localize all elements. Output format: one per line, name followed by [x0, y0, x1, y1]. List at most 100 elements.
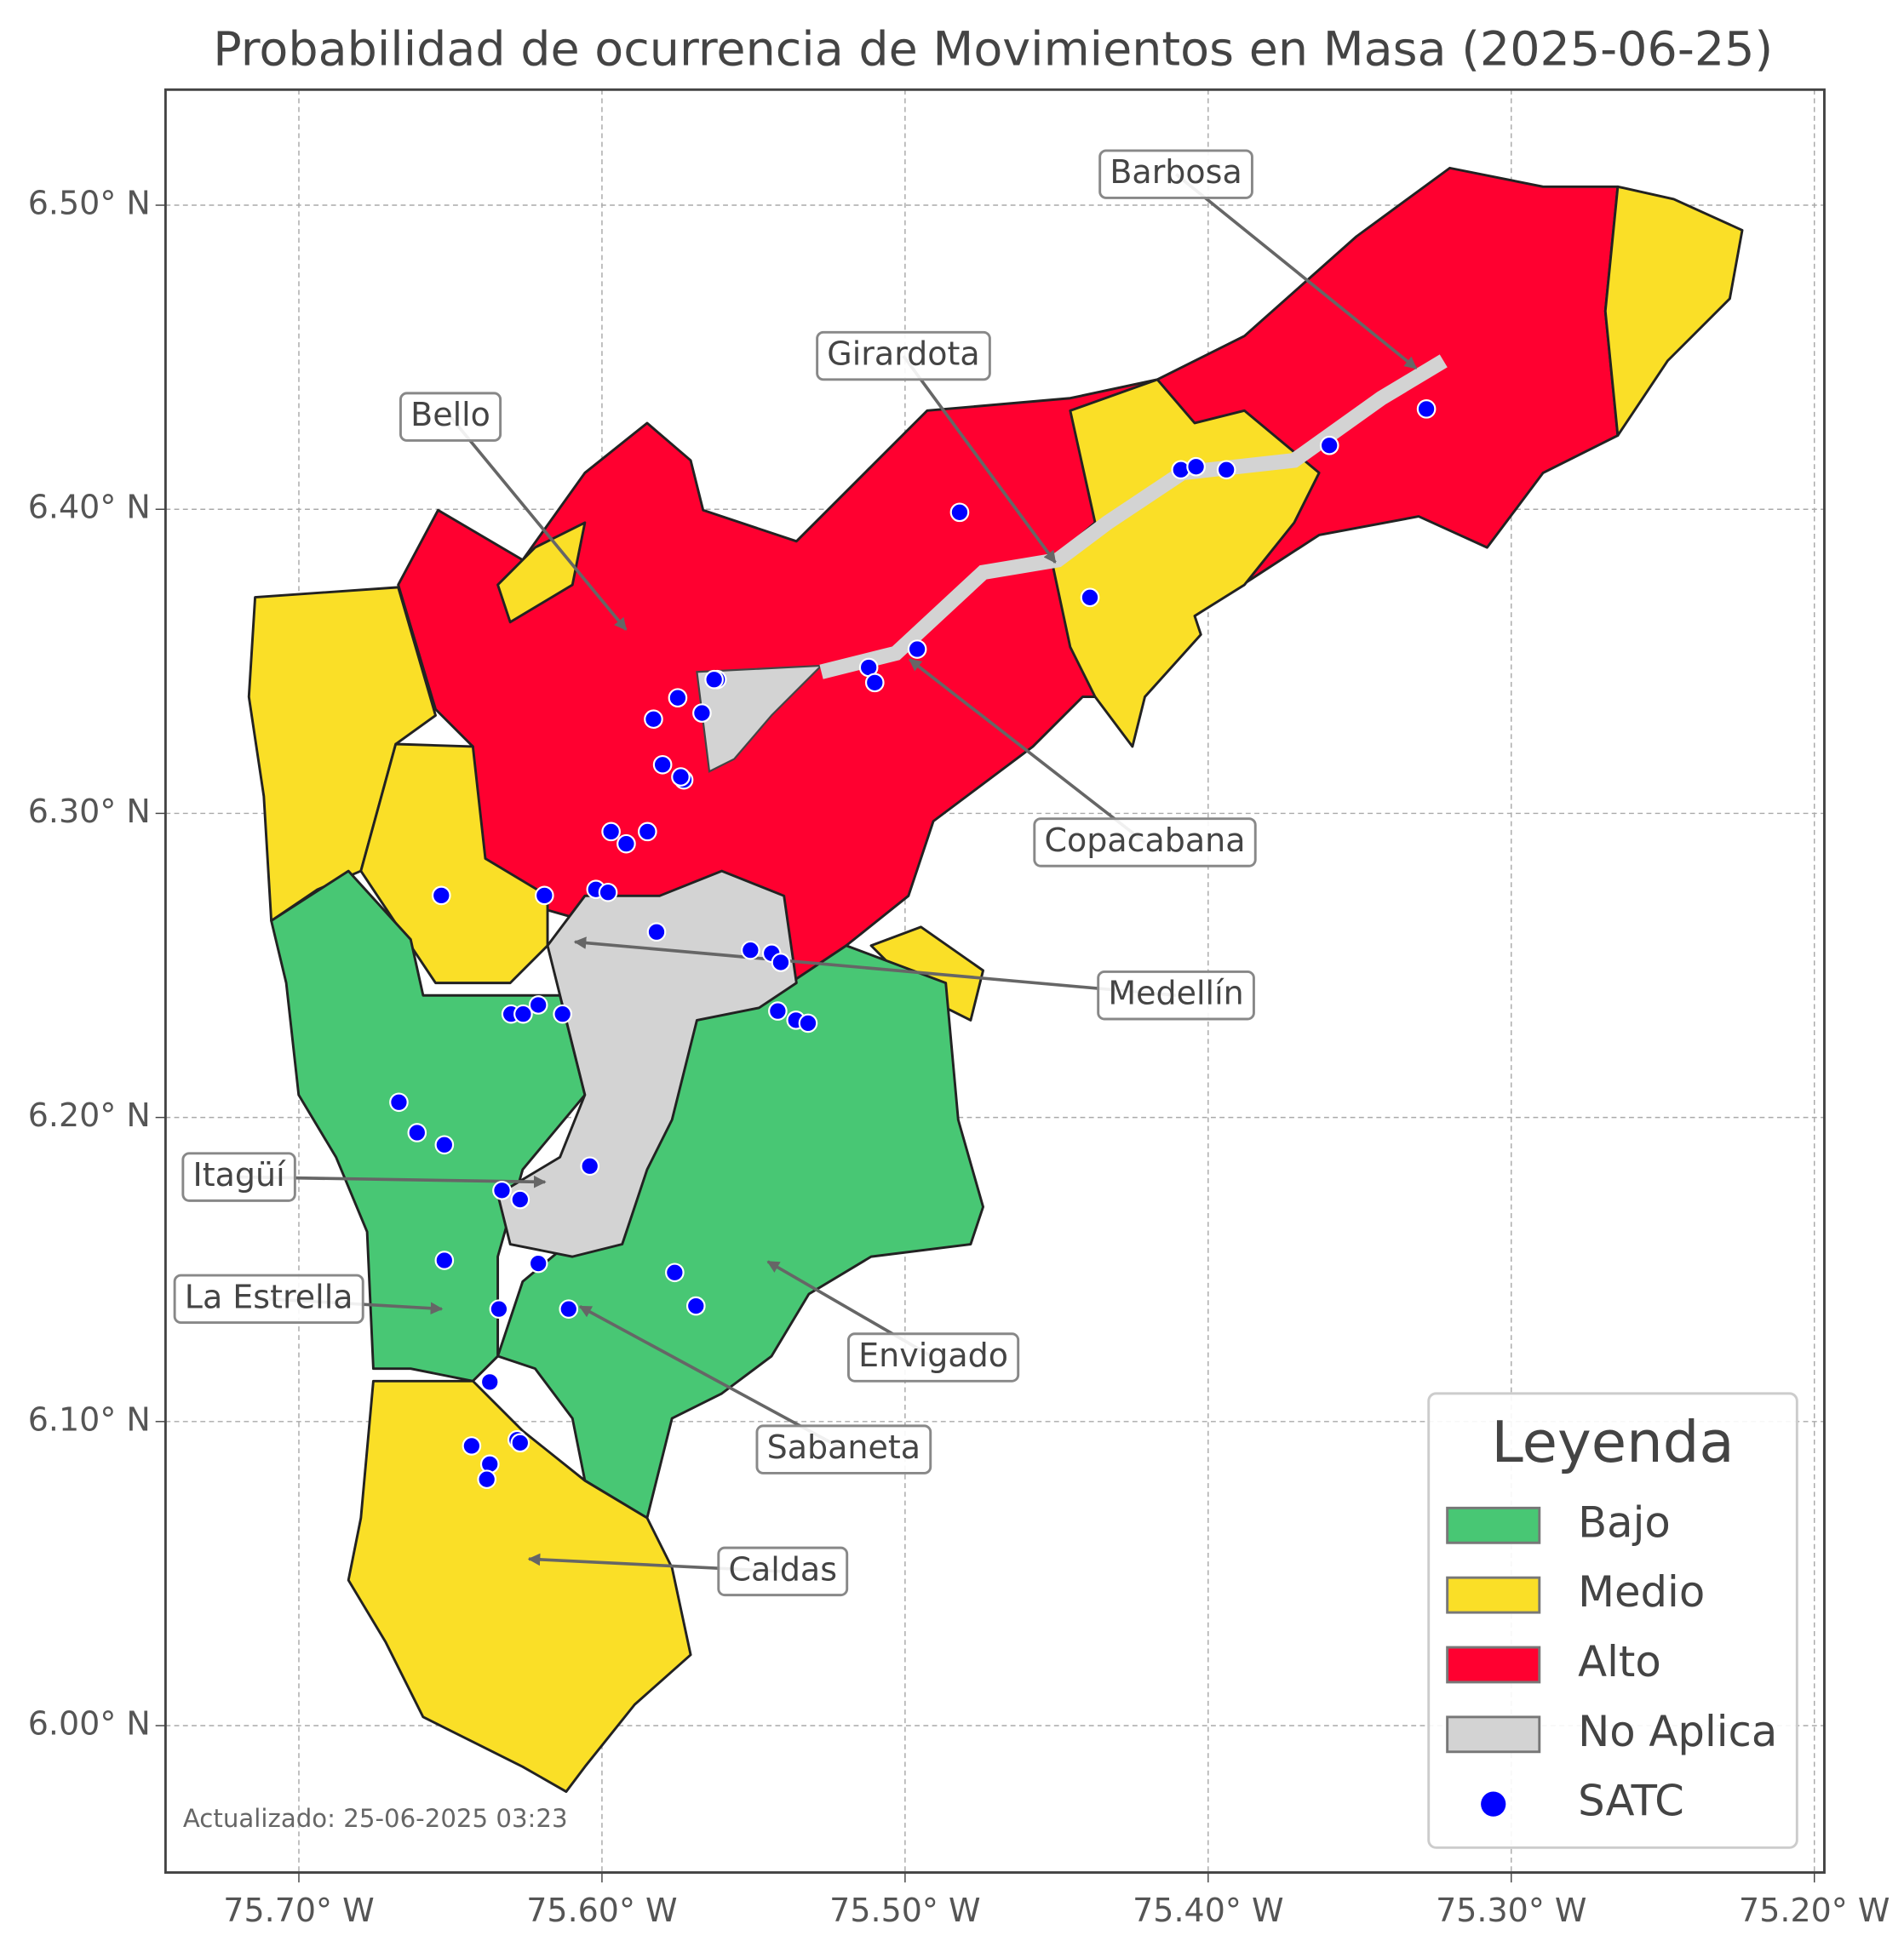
- satc-point: [434, 1135, 455, 1155]
- satc-point: [389, 1092, 409, 1113]
- river-no-aplica: [819, 354, 1448, 679]
- satc-point: [692, 703, 712, 723]
- satc-point: [864, 673, 885, 693]
- annotation-box: [399, 392, 502, 442]
- y-tick-label: 6.30° N: [28, 793, 151, 830]
- legend-swatch: [1446, 1506, 1541, 1544]
- x-tick-label: 75.20° W: [1739, 1892, 1890, 1929]
- annotation: Copacabana: [1033, 817, 1257, 867]
- satc-point: [665, 1263, 685, 1283]
- legend-label: Alto: [1578, 1637, 1661, 1686]
- annotation-box: [181, 1152, 296, 1202]
- region-alto: [397, 166, 1620, 997]
- legend-swatch: [1446, 1576, 1541, 1614]
- legend-swatch: [1446, 1646, 1541, 1684]
- footnote: Actualizado: 25-06-2025 03:23: [183, 1804, 568, 1833]
- legend-swatch: [1446, 1715, 1541, 1754]
- annotation-label: Caldas: [728, 1550, 837, 1588]
- satc-point: [477, 1469, 497, 1490]
- annotation-label: Envigado: [858, 1337, 1008, 1374]
- y-tick-label: 6.50° N: [28, 185, 151, 222]
- annotation-arrow: [573, 936, 1177, 998]
- plot-frame: [163, 88, 1826, 1875]
- annotation: Caldas: [717, 1546, 849, 1597]
- satc-point: [510, 1189, 530, 1210]
- annotation-label: La Estrella: [185, 1278, 353, 1315]
- satc-point: [1080, 587, 1100, 608]
- annotation-box: [1033, 817, 1257, 867]
- satc-point: [534, 885, 554, 906]
- annotation: Itagüí: [181, 1152, 296, 1202]
- region-medio: [347, 1379, 692, 1794]
- x-tick-label: 75.50° W: [829, 1892, 980, 1929]
- satc-point: [1216, 460, 1236, 480]
- legend-label: Medio: [1578, 1567, 1705, 1617]
- annotation-label: Girardota: [827, 335, 979, 373]
- satc-point: [553, 1004, 572, 1024]
- satc-point: [768, 1001, 788, 1021]
- satc-point: [462, 1436, 482, 1456]
- map-title: Probabilidad de ocurrencia de Movimiento…: [213, 22, 1773, 77]
- satc-point: [407, 1123, 427, 1142]
- x-tick-label: 75.70° W: [223, 1892, 374, 1929]
- satc-point: [652, 754, 673, 775]
- annotation-label: Bello: [410, 396, 490, 433]
- x-tick-label: 75.60° W: [526, 1892, 677, 1929]
- annotation-box: [1098, 149, 1253, 199]
- annotation-label: Sabaneta: [767, 1429, 920, 1466]
- regions: [247, 166, 1744, 1794]
- annotation: La Estrella: [173, 1274, 364, 1325]
- satc-point: [907, 639, 927, 659]
- annotation: Medellín: [1097, 970, 1255, 1021]
- annotation-box: [173, 1274, 364, 1325]
- region-medio: [1603, 185, 1744, 438]
- y-tick-label: 6.20° N: [28, 1096, 151, 1134]
- annotation-label: Barbosa: [1110, 153, 1242, 191]
- satc-point: [617, 833, 636, 854]
- satc-point: [741, 940, 760, 960]
- annotation-label: Copacabana: [1044, 822, 1245, 859]
- satc-point: [513, 1004, 533, 1024]
- x-tick-label: 75.30° W: [1436, 1892, 1586, 1929]
- satc-point: [685, 1296, 706, 1316]
- annotation-arrow: [902, 354, 1057, 564]
- region-no-aplica: [496, 869, 798, 1258]
- satc-point: [598, 882, 618, 902]
- annotation-box: [1097, 970, 1255, 1021]
- annotation-arrow: [909, 658, 1146, 844]
- x-tick-label: 75.40° W: [1133, 1892, 1283, 1929]
- y-tick-label: 6.00° N: [28, 1705, 151, 1743]
- legend-label: No Aplica: [1578, 1707, 1777, 1756]
- satc-point: [528, 995, 548, 1015]
- satc-point: [528, 1253, 548, 1274]
- satc-point: [949, 502, 970, 523]
- satc-point: [644, 709, 663, 730]
- satc-point: [638, 822, 657, 842]
- region-medio: [359, 742, 549, 985]
- y-tick-label: 6.40° N: [28, 489, 151, 526]
- annotation-box: [816, 330, 991, 381]
- annotation-box: [755, 1424, 932, 1474]
- satc-point: [580, 1156, 600, 1177]
- satc-point: [489, 1299, 509, 1319]
- satc-point: [671, 767, 691, 787]
- satc-point: [704, 669, 724, 690]
- annotation-arrow: [1174, 173, 1418, 370]
- annotation: Sabaneta: [755, 1424, 932, 1474]
- legend-title: Leyenda: [1491, 1409, 1734, 1475]
- satc-point: [646, 922, 667, 942]
- satc-point: [431, 885, 451, 906]
- satc-point: [771, 953, 791, 972]
- annotation-label: Itagüí: [193, 1156, 287, 1194]
- annotation: Girardota: [816, 330, 991, 381]
- legend-label: Bajo: [1578, 1497, 1671, 1547]
- annotation: Bello: [399, 392, 502, 442]
- legend-label: SATC: [1578, 1777, 1684, 1826]
- y-tick-label: 6.10° N: [28, 1400, 151, 1438]
- satc-point: [798, 1013, 818, 1033]
- satc-point: [668, 688, 688, 708]
- region-no-aplica: [696, 664, 824, 773]
- annotation: Envigado: [846, 1332, 1020, 1383]
- annotation-box: [846, 1332, 1020, 1383]
